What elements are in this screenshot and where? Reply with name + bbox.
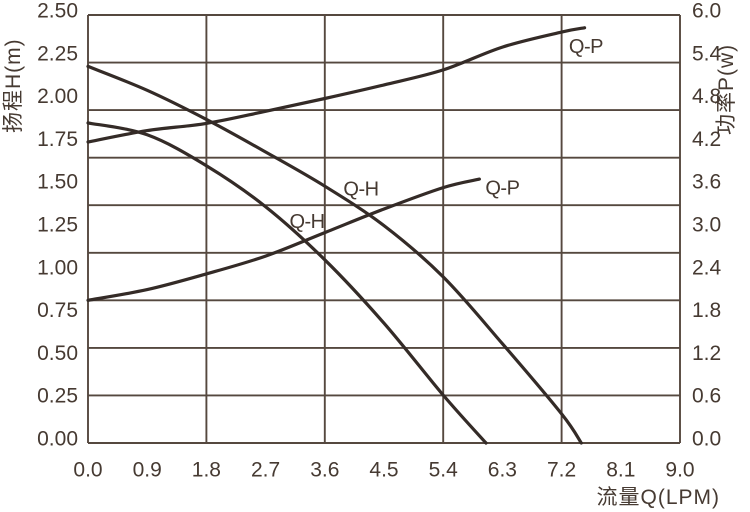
x-tick-label: 5.4 [429, 459, 459, 482]
y-left-tick-label: 0.25 [37, 385, 78, 408]
y-left-tick-label: 0.75 [37, 299, 78, 322]
y-right-tick-label: 3.6 [692, 171, 721, 194]
y-right-tick-label: 3.0 [692, 214, 721, 237]
y-right-tick-label: 0.0 [692, 428, 721, 451]
y-right-tick-label: 4.2 [692, 128, 721, 151]
curve-label: Q-P [485, 177, 519, 199]
y-right-tick-label: 1.8 [692, 299, 721, 322]
y-left-tick-label: 1.00 [37, 256, 78, 279]
x-tick-label: 1.8 [192, 459, 221, 482]
x-tick-label: 7.2 [547, 459, 576, 482]
y-axis-left-title: 扬程H(m) [2, 38, 25, 133]
y-right-tick-label: 4.8 [692, 85, 721, 108]
curve-label: Q-H [289, 211, 324, 233]
x-tick-label: 2.7 [251, 459, 280, 482]
y-left-tick-label: 2.25 [37, 42, 78, 65]
y-right-tick-labels: 6.0 5.4 4.8 4.2 3.6 3.0 2.4 1.8 1.2 0.6 0.0 [692, 0, 722, 451]
curve-qp-lower [86, 177, 481, 302]
x-tick-label: 9.0 [665, 459, 694, 482]
x-tick-label: 6.3 [488, 459, 517, 482]
y-left-tick-label: 2.00 [37, 85, 78, 108]
y-left-tick-label: 0.50 [37, 342, 78, 365]
y-axis-right-title: 功率P(w) [715, 44, 738, 135]
x-axis-title: 流量Q(LPM) [597, 486, 721, 509]
y-left-tick-label: 1.75 [37, 128, 78, 151]
x-tick-labels: 0.0 0.9 1.8 2.7 3.6 4.5 5.4 6.3 7.2 8.1 9.0 [73, 459, 694, 482]
y-right-tick-label: 5.4 [692, 42, 722, 65]
x-tick-label: 3.6 [310, 459, 339, 482]
y-left-tick-label: 2.50 [37, 0, 78, 23]
y-left-tick-label: 0.00 [37, 428, 78, 451]
y-right-tick-label: 0.6 [692, 385, 721, 408]
curve-label: Q-H [343, 179, 378, 201]
y-left-tick-label: 1.50 [37, 171, 78, 194]
curve-label: Q-P [569, 36, 603, 58]
grid-lines [87, 14, 681, 444]
x-tick-label: 4.5 [369, 459, 398, 482]
y-right-tick-label: 2.4 [692, 256, 722, 279]
x-tick-label: 0.9 [133, 459, 162, 482]
curve-qp-upper [86, 26, 587, 144]
curve-qh-upper [86, 64, 583, 445]
x-tick-label: 0.0 [73, 459, 102, 482]
y-left-tick-label: 1.25 [37, 214, 78, 237]
y-left-tick-labels: 2.50 2.25 2.00 1.75 1.50 1.25 1.00 0.75 0.50 0.25… [37, 0, 78, 451]
y-right-tick-label: 6.0 [692, 0, 721, 23]
y-right-tick-label: 1.2 [692, 342, 721, 365]
curves [86, 26, 587, 445]
x-tick-label: 8.1 [606, 459, 635, 482]
curve-labels: Q-H Q-H Q-P Q-P [289, 36, 603, 233]
